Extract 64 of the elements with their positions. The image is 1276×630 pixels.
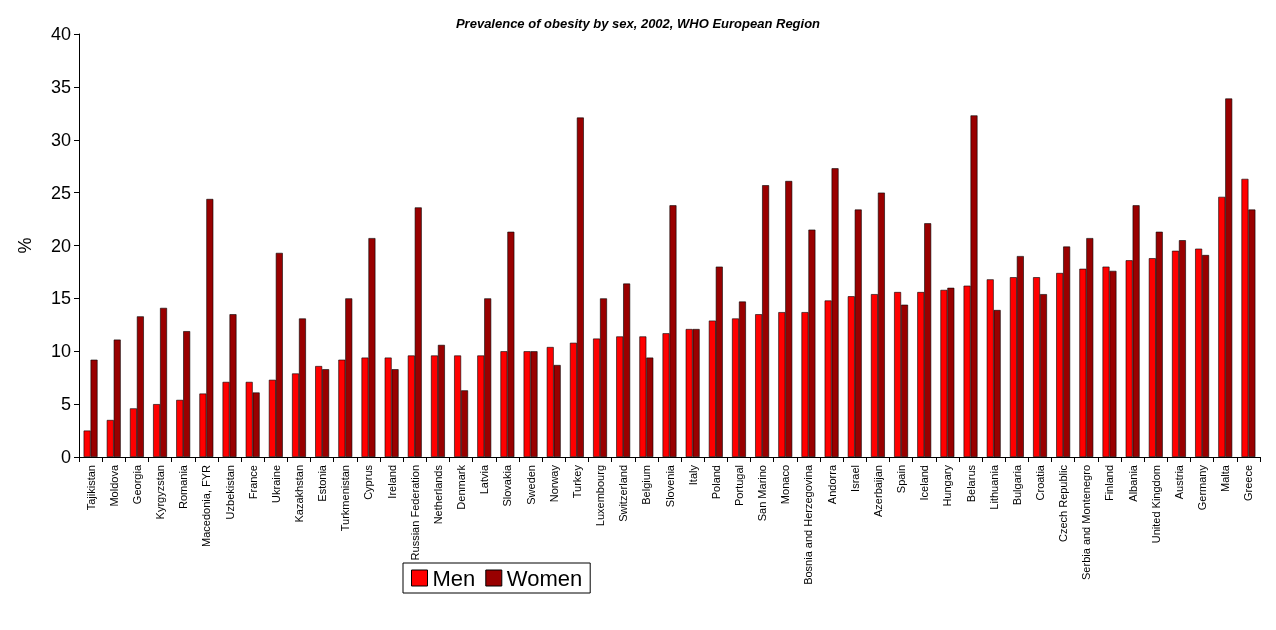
x-tick-label: Bulgaria — [1010, 464, 1023, 506]
x-tick-label: Kyrgyzstan — [154, 465, 167, 520]
x-tick-label: Spain — [895, 465, 908, 494]
x-tick-label: Tajikistan — [84, 465, 97, 511]
chart-title: Prevalence of obesity by sex, 2002, WHO European Region — [455, 16, 821, 31]
x-tick-label: Latvia — [478, 464, 491, 495]
x-tick-label: Czech Republic — [1057, 464, 1070, 543]
x-tick-label: Austria — [1172, 464, 1185, 500]
x-tick-label: Hungary — [941, 464, 954, 507]
x-tick-label: Ireland — [385, 465, 398, 499]
x-tick-label: France — [246, 465, 259, 500]
y-tick-label: 25 — [50, 182, 71, 203]
x-tick-label: Portugal — [732, 465, 745, 506]
y-tick-label: 10 — [50, 341, 71, 362]
x-tick-label: Belgium — [640, 465, 653, 505]
x-tick-label: Kazakhstan — [292, 465, 305, 523]
x-tick-label: Norway — [547, 464, 560, 503]
x-tick-label: Cyprus — [362, 464, 375, 500]
x-tick-label: Sweden — [524, 465, 537, 505]
y-tick-label: 20 — [50, 235, 71, 256]
x-tick-label: Moldova — [107, 464, 120, 507]
x-tick-label: Azerbaijan — [871, 465, 884, 517]
x-tick-label: Andorra — [825, 464, 838, 505]
y-tick-label: 40 — [50, 24, 71, 44]
x-tick-label: Malta — [1219, 464, 1232, 492]
x-tick-label: Israel — [848, 465, 861, 492]
x-tick-label: Slovenia — [663, 464, 676, 508]
x-tick-label: Belarus — [964, 464, 977, 503]
legend-label: Men — [432, 565, 476, 591]
y-axis-title: % — [15, 237, 35, 254]
x-tick-label: Uzbekistan — [223, 465, 236, 520]
x-tick-label: Slovakia — [501, 464, 514, 507]
y-tick-label: 30 — [50, 129, 71, 150]
x-tick-label: Monaco — [779, 465, 792, 505]
x-tick-label: Germany — [1196, 464, 1209, 511]
x-tick-label: Albania — [1126, 464, 1139, 502]
x-tick-label: United Kingdom — [1149, 465, 1162, 544]
x-tick-label: Netherlands — [431, 464, 444, 525]
x-tick-label: Croatia — [1034, 464, 1047, 501]
x-tick-label: Serbia and Montenegro — [1080, 465, 1093, 580]
x-tick-label: Russian Federation — [408, 465, 421, 561]
x-tick-label: Poland — [709, 465, 722, 500]
x-tick-label: Turkey — [570, 464, 583, 499]
y-tick-label: 15 — [50, 288, 71, 309]
x-tick-label: Turkmenistan — [339, 465, 352, 532]
x-tick-label: Greece — [1242, 465, 1255, 502]
x-tick-label: Georgia — [130, 464, 143, 505]
x-tick-label: Bosnia and Herzegovina — [802, 464, 815, 585]
x-tick-label: Ukraine — [269, 465, 282, 503]
legend-label: Women — [506, 565, 583, 591]
x-tick-label: Iceland — [918, 465, 931, 501]
x-tick-label: Switzerland — [617, 465, 630, 522]
x-tick-label: Romania — [177, 464, 190, 510]
y-tick-label: 5 — [60, 394, 71, 415]
x-tick-label: Italy — [686, 464, 699, 486]
x-tick-label: Denmark — [455, 464, 468, 510]
x-tick-label: Macedonia, FYR — [200, 464, 213, 547]
x-tick-label: Luxembourg — [594, 465, 607, 527]
x-tick-label: San Marino — [756, 465, 769, 522]
x-tick-label: Estonia — [316, 464, 329, 502]
x-tick-label: Lithuania — [987, 464, 1000, 510]
y-tick-label: 0 — [60, 447, 71, 467]
y-tick-label: 35 — [50, 76, 71, 97]
x-tick-label: Finland — [1103, 465, 1116, 502]
